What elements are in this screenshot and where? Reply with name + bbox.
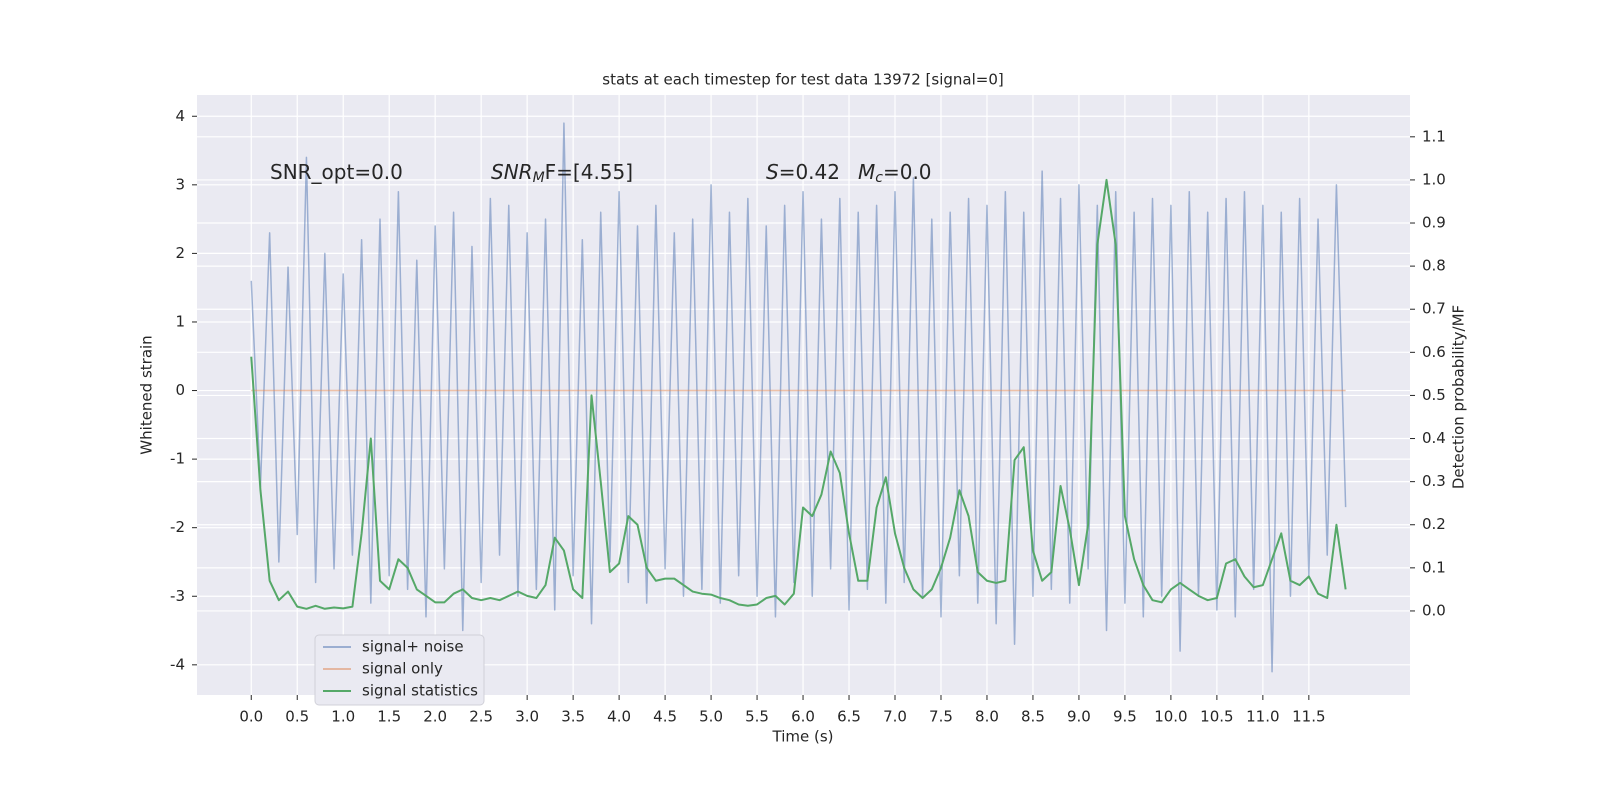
y2-tick-label: 0.2 [1422, 515, 1446, 533]
y2-tick-label: 0.7 [1422, 300, 1446, 318]
y2-tick-label: 0.5 [1422, 386, 1446, 404]
line-series [250, 122, 1347, 673]
x-tick-label: 11.0 [1246, 708, 1279, 726]
x-tick-label: 5.5 [745, 708, 769, 726]
x-tick-label: 2.5 [469, 708, 493, 726]
y2-tick-label: 1.0 [1422, 170, 1446, 188]
x-tick-label: 4.0 [607, 708, 631, 726]
y-tick-label: 1 [175, 312, 185, 330]
x-axis-label: Time (s) [772, 728, 834, 746]
x-tick-label: 10.0 [1154, 708, 1187, 726]
x-tick-label: 0.5 [285, 708, 309, 726]
y2-tick-label: 0.0 [1422, 601, 1446, 619]
y2-tick-label: 0.8 [1422, 257, 1446, 275]
y-axis-label: Whitened strain [138, 335, 156, 454]
y-tick-label: 0 [175, 381, 185, 399]
annotation-part: SNR [491, 160, 533, 184]
chart-title: stats at each timestep for test data 139… [602, 71, 1003, 89]
x-tick-label: 3.0 [515, 708, 539, 726]
annotation-part: F=[4.55] [545, 160, 633, 184]
annotation-part: =0.0 [883, 160, 932, 184]
annotation-part: =0.42 [779, 160, 840, 184]
x-tick-label: 6.0 [791, 708, 815, 726]
legend-label: signal statistics [362, 682, 478, 700]
x-tick-label: 8.0 [975, 708, 999, 726]
x-tick-label: 0.0 [239, 708, 263, 726]
marks [250, 122, 1347, 673]
x-tick-label: 1.0 [331, 708, 355, 726]
y-tick-label: -2 [170, 518, 185, 536]
annotation: SNR_opt=0.0 [270, 160, 403, 184]
x-tick-label: 9.0 [1067, 708, 1091, 726]
annotation-part: SNR_opt=0.0 [270, 160, 403, 184]
x-tick-label: 7.5 [929, 708, 953, 726]
x-tick-label: 11.5 [1292, 708, 1325, 726]
annotation-part: S [766, 160, 779, 184]
y2-tick-label: 0.6 [1422, 343, 1446, 361]
y-tick-label: -4 [170, 655, 185, 673]
y-tick-label: 2 [175, 244, 185, 262]
legend-label: signal+ noise [362, 638, 464, 656]
x-tick-label: 5.0 [699, 708, 723, 726]
y2-tick-label: 0.4 [1422, 429, 1446, 447]
line-series [250, 178, 1347, 610]
x-tick-label: 6.5 [837, 708, 861, 726]
x-tick-label: 7.0 [883, 708, 907, 726]
x-tick-label: 2.0 [423, 708, 447, 726]
legend-box [314, 634, 485, 706]
legend-label: signal only [362, 660, 443, 678]
x-tick-label: 10.5 [1200, 708, 1233, 726]
x-tick-label: 1.5 [377, 708, 401, 726]
y2-tick-label: 0.3 [1422, 472, 1446, 490]
annotation: SNRMF=[4.55] [491, 160, 633, 187]
y-tick-label: -1 [170, 450, 185, 468]
y-tick-label: -3 [170, 587, 185, 605]
x-tick-label: 9.5 [1113, 708, 1137, 726]
annotation-part: c [875, 170, 883, 186]
annotation: Mc=0.0 [858, 160, 932, 187]
y-tick-label: 4 [175, 107, 185, 125]
x-tick-label: 4.5 [653, 708, 677, 726]
y2-tick-label: 0.1 [1422, 558, 1446, 576]
x-tick-label: 8.5 [1021, 708, 1045, 726]
x-tick-label: 3.5 [561, 708, 585, 726]
annotation: S=0.42 [766, 160, 840, 184]
y2-axis-label: Detection probability/MF [1450, 305, 1468, 489]
y2-tick-label: 0.9 [1422, 214, 1446, 232]
annotation-part: M [858, 160, 875, 184]
y2-tick-label: 1.1 [1422, 127, 1446, 145]
y-tick-label: 3 [175, 175, 185, 193]
annotation-part: M [533, 170, 545, 186]
